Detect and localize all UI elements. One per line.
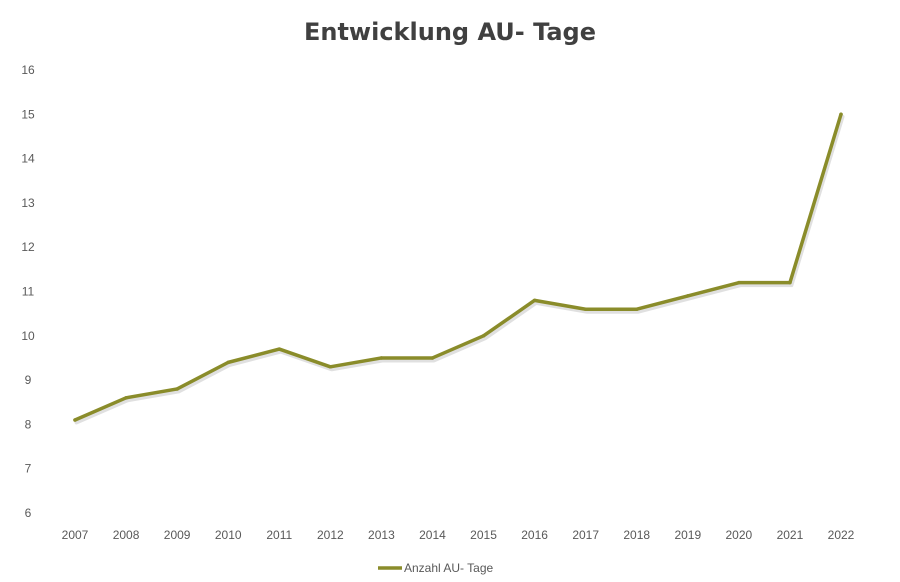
x-tick-label: 2013: [368, 528, 395, 542]
data-point: [481, 334, 486, 338]
x-tick-label: 2009: [164, 528, 191, 542]
x-tick-label: 2018: [623, 528, 650, 542]
data-point: [226, 360, 230, 365]
legend: Anzahl AU- Tage: [378, 561, 493, 575]
data-point: [124, 396, 128, 400]
data-point: [328, 365, 333, 369]
y-tick-label: 10: [21, 329, 35, 343]
x-tick-label: 2008: [113, 528, 140, 542]
y-tick-label: 16: [21, 63, 35, 77]
y-tick-label: 14: [21, 152, 35, 166]
x-tick-label: 2022: [828, 528, 855, 542]
data-point: [73, 418, 77, 422]
chart-title: Entwicklung AU- Tage: [303, 18, 597, 46]
x-tick-label: 2015: [470, 528, 497, 542]
data-point: [379, 356, 384, 360]
data-point: [583, 307, 588, 311]
data-point: [175, 387, 179, 391]
x-tick-label: 2020: [726, 528, 753, 542]
data-point: [277, 347, 282, 351]
y-tick-label: 9: [25, 373, 32, 387]
x-tick-label: 2017: [572, 528, 599, 542]
x-tick-label: 2010: [215, 528, 242, 542]
y-tick-label: 12: [21, 240, 35, 254]
legend-label: Anzahl AU- Tage: [404, 561, 493, 575]
y-tick-label: 15: [21, 107, 35, 121]
data-point: [532, 298, 537, 303]
x-tick-label: 2012: [317, 528, 344, 542]
x-tick-label: 2021: [777, 528, 804, 542]
data-point: [430, 356, 435, 360]
y-axis-ticks: 6 7 8 9 10 11 12 13 14 15 16: [21, 63, 35, 520]
y-tick-label: 8: [25, 417, 32, 431]
data-point: [788, 280, 792, 285]
x-tick-label: 2019: [674, 528, 701, 542]
series-line: [73, 112, 843, 422]
x-tick-label: 2014: [419, 528, 446, 542]
y-tick-label: 11: [22, 285, 35, 299]
series-lines: [73, 112, 845, 425]
data-point: [839, 112, 843, 117]
x-axis-ticks: 2007 2008 2009 2010 2011 2012 2013 2014 2015 2016…: [62, 528, 855, 542]
x-tick-label: 2007: [62, 528, 89, 542]
y-tick-label: 13: [21, 196, 35, 210]
x-tick-label: 2011: [266, 528, 292, 542]
y-tick-label: 6: [25, 506, 32, 520]
x-tick-label: 2016: [521, 528, 548, 542]
data-point: [634, 307, 639, 311]
data-point: [737, 280, 741, 285]
data-point: [686, 294, 690, 298]
series-line-shadow: [74, 114, 845, 425]
y-tick-label: 7: [25, 462, 32, 476]
